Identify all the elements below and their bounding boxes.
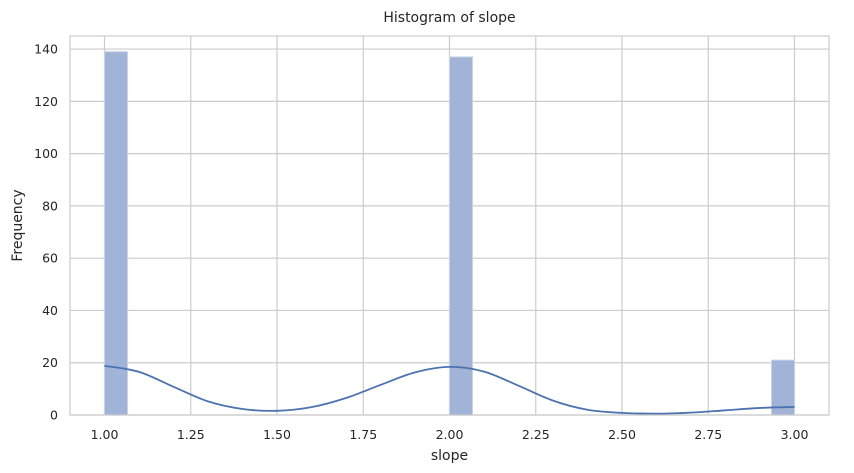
x-tick-label: 1.25 bbox=[177, 427, 205, 442]
y-tick-label: 100 bbox=[34, 146, 58, 161]
histogram-bar bbox=[449, 56, 474, 416]
y-tick-label: 140 bbox=[34, 42, 58, 57]
x-tick-labels: 1.00 1.25 1.50 1.75 2.00 2.25 2.50 2.75 3.00 bbox=[91, 427, 809, 442]
y-tick-labels: 0 20 40 60 80 100 120 140 bbox=[34, 42, 58, 423]
y-tick-label: 60 bbox=[42, 251, 58, 266]
x-tick-label: 2.50 bbox=[608, 427, 636, 442]
kde-curve-layer bbox=[104, 364, 795, 415]
plot-frame bbox=[69, 35, 830, 416]
y-axis-label: Frequency bbox=[10, 189, 26, 261]
y-tick-label: 120 bbox=[34, 94, 58, 109]
x-tick-label: 1.00 bbox=[91, 427, 119, 442]
y-tick-label: 40 bbox=[42, 303, 58, 318]
x-tick-label: 3.00 bbox=[781, 427, 809, 442]
x-tick-label: 2.75 bbox=[694, 427, 722, 442]
x-tick-label: 2.00 bbox=[436, 427, 464, 442]
x-tick-label: 1.75 bbox=[349, 427, 377, 442]
x-tick-label: 1.50 bbox=[263, 427, 291, 442]
histogram-bars bbox=[104, 51, 796, 416]
y-tick-label: 80 bbox=[42, 198, 58, 213]
y-tick-label: 0 bbox=[50, 408, 58, 423]
histogram-bar bbox=[104, 51, 129, 416]
x-tick-label: 2.25 bbox=[522, 427, 550, 442]
x-axis-label: slope bbox=[431, 448, 468, 464]
y-tick-label: 20 bbox=[42, 355, 58, 370]
chart-title: Histogram of slope bbox=[383, 10, 515, 26]
kde-line bbox=[104, 364, 795, 415]
